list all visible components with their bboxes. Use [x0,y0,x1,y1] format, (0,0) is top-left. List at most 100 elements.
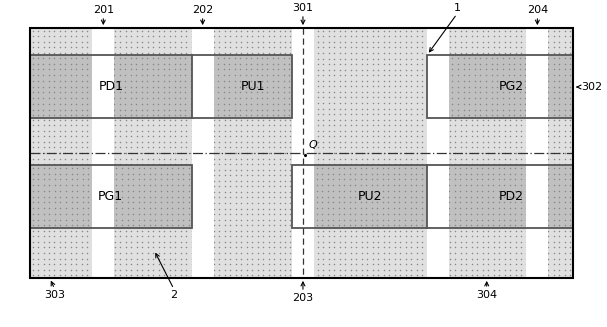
Point [83,117,92,122]
Point [527,145,537,150]
Point [483,171,492,176]
Point [280,156,290,161]
Point [543,55,553,60]
Point [203,84,212,89]
Point [220,34,229,39]
Point [160,273,169,278]
Point [368,262,378,267]
Point [154,189,164,195]
Point [55,61,65,66]
Point [88,67,98,72]
Point [379,239,388,245]
Point [128,165,138,170]
Point [187,67,197,72]
Point [225,267,235,272]
Point [498,90,508,95]
Point [121,212,131,217]
Point [258,56,268,61]
Point [219,107,229,112]
Point [478,223,487,228]
Point [187,117,197,122]
Point [516,228,526,233]
Point [137,134,147,139]
Point [330,145,339,150]
Point [220,45,229,50]
Point [483,117,493,122]
Point [566,106,575,111]
Point [301,171,311,176]
Point [253,195,262,200]
Point [335,195,345,200]
Point [379,167,388,172]
Point [401,106,410,111]
Point [478,56,487,61]
Point [301,223,311,228]
Point [384,178,394,183]
Point [110,117,120,122]
Point [521,250,531,256]
Point [494,106,504,111]
Point [538,223,548,228]
Point [544,167,554,172]
Point [442,101,452,106]
Point [83,50,92,56]
Point [83,123,92,128]
Point [297,150,307,156]
Point [302,128,312,133]
Point [434,139,444,145]
Point [357,84,367,89]
Point [544,273,554,278]
Point [483,228,493,233]
Point [521,95,531,100]
Point [88,72,98,77]
Point [149,223,158,228]
Point [357,100,367,106]
Point [560,106,570,111]
Point [55,34,65,39]
Point [231,78,240,83]
Point [510,78,520,83]
Point [88,195,98,200]
Point [521,28,531,33]
Point [44,95,54,100]
Point [253,217,262,222]
Point [88,200,98,206]
Point [472,184,482,189]
Point [456,50,466,56]
Point [121,273,131,278]
Point [44,250,54,256]
Point [137,178,147,183]
Point [500,106,509,111]
Point [84,211,93,216]
Point [110,273,120,278]
Point [330,84,339,89]
Point [317,211,327,216]
Point [247,195,257,200]
Point [112,177,121,182]
Point [143,212,152,217]
Point [164,61,174,66]
Point [444,200,454,205]
Point [445,234,455,239]
Point [143,228,152,233]
Point [319,184,328,189]
Point [83,217,92,222]
Point [500,262,509,267]
Point [55,50,65,56]
Point [346,228,356,233]
Point [263,156,273,161]
Point [143,178,152,183]
Point [33,182,43,188]
Point [379,117,388,122]
Point [162,223,172,228]
Point [66,184,76,189]
Point [555,267,565,272]
Point [478,150,487,156]
Point [50,95,59,101]
Point [450,177,459,182]
Point [297,228,307,233]
Point [192,267,202,272]
Point [137,78,147,83]
Point [505,139,515,145]
Point [192,50,202,56]
